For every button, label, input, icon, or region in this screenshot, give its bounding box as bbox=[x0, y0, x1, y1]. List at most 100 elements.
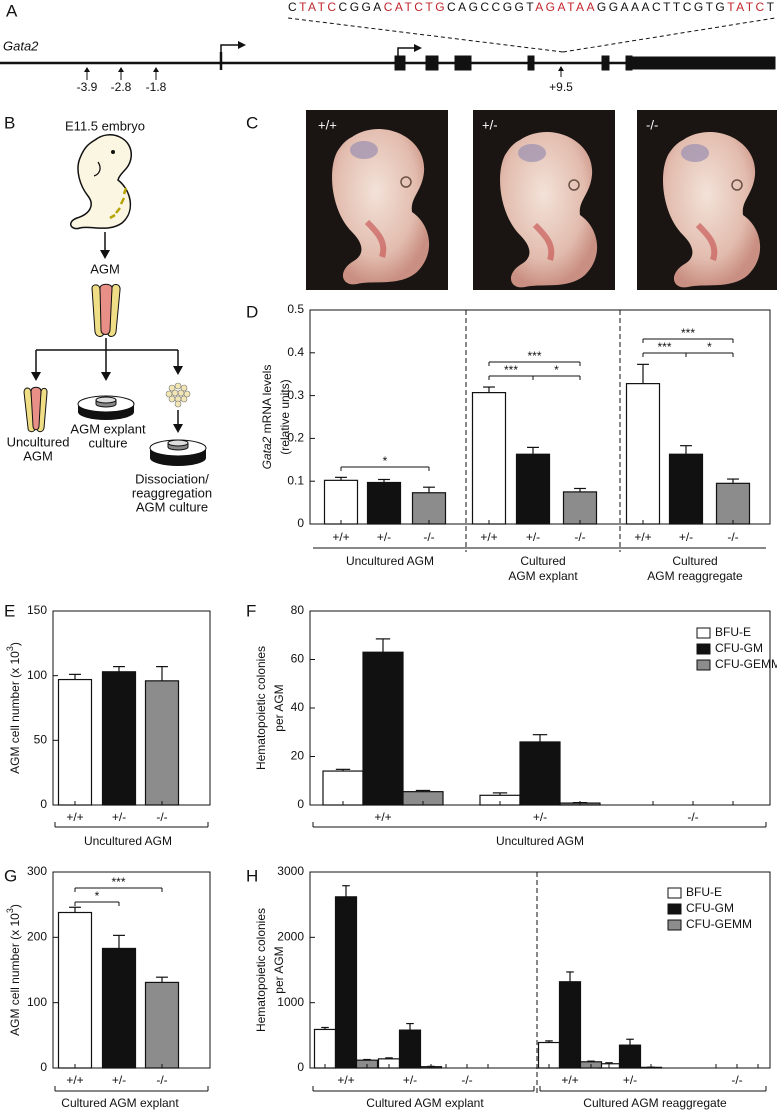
step-label: AGM culture bbox=[136, 499, 208, 514]
significance-label: * bbox=[554, 363, 559, 377]
x-tick-label: -/- bbox=[423, 530, 434, 544]
x-tick-label: -/- bbox=[156, 810, 167, 824]
y-tick-label: 1000 bbox=[277, 995, 304, 1009]
panel-label: F bbox=[246, 601, 256, 620]
y-axis-label-part: per AGM bbox=[272, 946, 286, 993]
y-axis-label-part: mRNA levels bbox=[260, 365, 274, 437]
sequence-part: CAGCCGGT bbox=[447, 0, 534, 14]
y-tick-label: 0.3 bbox=[287, 388, 304, 402]
panel-label: A bbox=[6, 1, 18, 20]
legend-swatch bbox=[696, 627, 711, 639]
bar bbox=[144, 680, 180, 806]
bar bbox=[57, 911, 93, 1069]
y-tick-label: 0 bbox=[297, 516, 304, 530]
y-tick-label: 100 bbox=[27, 668, 47, 682]
y-tick-label: 0.2 bbox=[287, 431, 304, 445]
y-tick-label: 0 bbox=[297, 797, 304, 811]
x-tick-label: +/- bbox=[112, 1073, 126, 1087]
significance-label: *** bbox=[504, 363, 518, 377]
x-tick-label: +/- bbox=[533, 810, 547, 824]
legend-swatch bbox=[667, 903, 682, 915]
y-axis-label: Gata2 mRNA levels (relative units) bbox=[260, 365, 292, 470]
x-tick-label: -/- bbox=[461, 1073, 472, 1087]
legend-label: CFU-GEMM bbox=[715, 657, 777, 671]
legend-swatch bbox=[696, 643, 711, 655]
legend-swatch bbox=[696, 659, 711, 671]
y-axis-label-part: per AGM bbox=[272, 684, 286, 731]
step-label: AGM bbox=[23, 448, 53, 463]
x-tick-label: -/- bbox=[687, 810, 698, 824]
y-axis-label-part: ) bbox=[8, 642, 22, 646]
significance-label: *** bbox=[527, 349, 541, 363]
x-tick-label: +/+ bbox=[337, 1073, 354, 1087]
genotype-label: +/- bbox=[482, 117, 498, 132]
bar bbox=[334, 896, 358, 1069]
x-tick-label: -/- bbox=[727, 530, 738, 544]
bar bbox=[519, 741, 561, 806]
y-tick-label: 100 bbox=[27, 995, 47, 1009]
panel-label: E bbox=[4, 601, 15, 620]
y-tick-label: 150 bbox=[27, 603, 47, 617]
bar bbox=[398, 1029, 422, 1069]
y-axis-label-part: ) bbox=[8, 904, 22, 908]
y-tick-label: 200 bbox=[27, 930, 47, 944]
step-label: Uncultured bbox=[7, 434, 70, 449]
y-axis-label: Hematopoietic colonies per AGM bbox=[254, 646, 286, 770]
legend-label: BFU-E bbox=[686, 885, 722, 899]
group-label: Cultured AGM explant bbox=[61, 1096, 179, 1110]
legend-label: BFU-E bbox=[715, 625, 751, 639]
panel-label: C bbox=[246, 113, 258, 132]
y-tick-label: 80 bbox=[291, 603, 305, 617]
y-axis-label-part: AGM cell number (x 10 bbox=[8, 913, 22, 1036]
y-axis-label-part: AGM cell number (x 10 bbox=[8, 651, 22, 774]
y-tick-label: 0 bbox=[40, 1060, 47, 1074]
panel-label: D bbox=[246, 302, 258, 321]
group-label: AGM reaggregate bbox=[647, 569, 743, 583]
gene-name: Gata2 bbox=[3, 38, 39, 53]
bar bbox=[471, 392, 507, 525]
embryo-label: E11.5 embryo bbox=[65, 118, 145, 133]
x-tick-label: +/- bbox=[623, 1073, 637, 1087]
y-tick-label: 50 bbox=[34, 733, 48, 747]
y-tick-label: 0.4 bbox=[287, 345, 304, 359]
group-label: Cultured AGM reaggregate bbox=[583, 1096, 727, 1110]
step-label: reaggregation bbox=[132, 485, 212, 500]
bar bbox=[558, 981, 582, 1069]
sequence-part: T bbox=[767, 0, 775, 14]
x-tick-label: +/- bbox=[112, 810, 126, 824]
legend-label: CFU-GM bbox=[686, 901, 734, 915]
y-axis-label: AGM cell number (x 103) bbox=[5, 642, 22, 774]
group-label: AGM explant bbox=[508, 569, 578, 583]
sequence-part: AGATAA bbox=[535, 0, 594, 14]
genotype-label: -/- bbox=[646, 117, 658, 132]
panel-label: G bbox=[4, 866, 17, 885]
site-label: -3.9 bbox=[77, 80, 98, 94]
x-tick-label: +/+ bbox=[561, 1073, 578, 1087]
bar bbox=[101, 671, 137, 806]
group-label: Cultured bbox=[520, 554, 565, 568]
x-tick-label: +/+ bbox=[332, 530, 349, 544]
x-tick-label: +/+ bbox=[66, 1073, 83, 1087]
gene-locus bbox=[0, 17, 776, 80]
significance-label: *** bbox=[111, 875, 125, 889]
bar bbox=[411, 492, 447, 525]
x-tick-label: +/+ bbox=[634, 530, 651, 544]
schematic bbox=[23, 134, 207, 466]
y-axis-label-part: 3 bbox=[5, 908, 15, 913]
y-tick-label: 40 bbox=[291, 700, 305, 714]
x-tick-label: +/+ bbox=[480, 530, 497, 544]
bar bbox=[144, 981, 180, 1069]
bar bbox=[313, 1028, 337, 1069]
x-tick-label: +/- bbox=[377, 530, 391, 544]
site-label: -2.8 bbox=[111, 80, 132, 94]
y-tick-label: 2000 bbox=[277, 930, 304, 944]
sequence: C TATC CGGA CATCTG CAGCCGGT AGATAA GGAAACTTCGT… bbox=[288, 0, 775, 14]
group-label: Uncultured AGM bbox=[496, 834, 584, 848]
bar bbox=[323, 479, 359, 525]
x-tick-label: -/- bbox=[156, 1073, 167, 1087]
agm-label: AGM bbox=[90, 261, 120, 276]
site-label: +9.5 bbox=[549, 80, 573, 94]
group-label: Uncultured AGM bbox=[84, 834, 172, 848]
bar bbox=[562, 491, 598, 525]
